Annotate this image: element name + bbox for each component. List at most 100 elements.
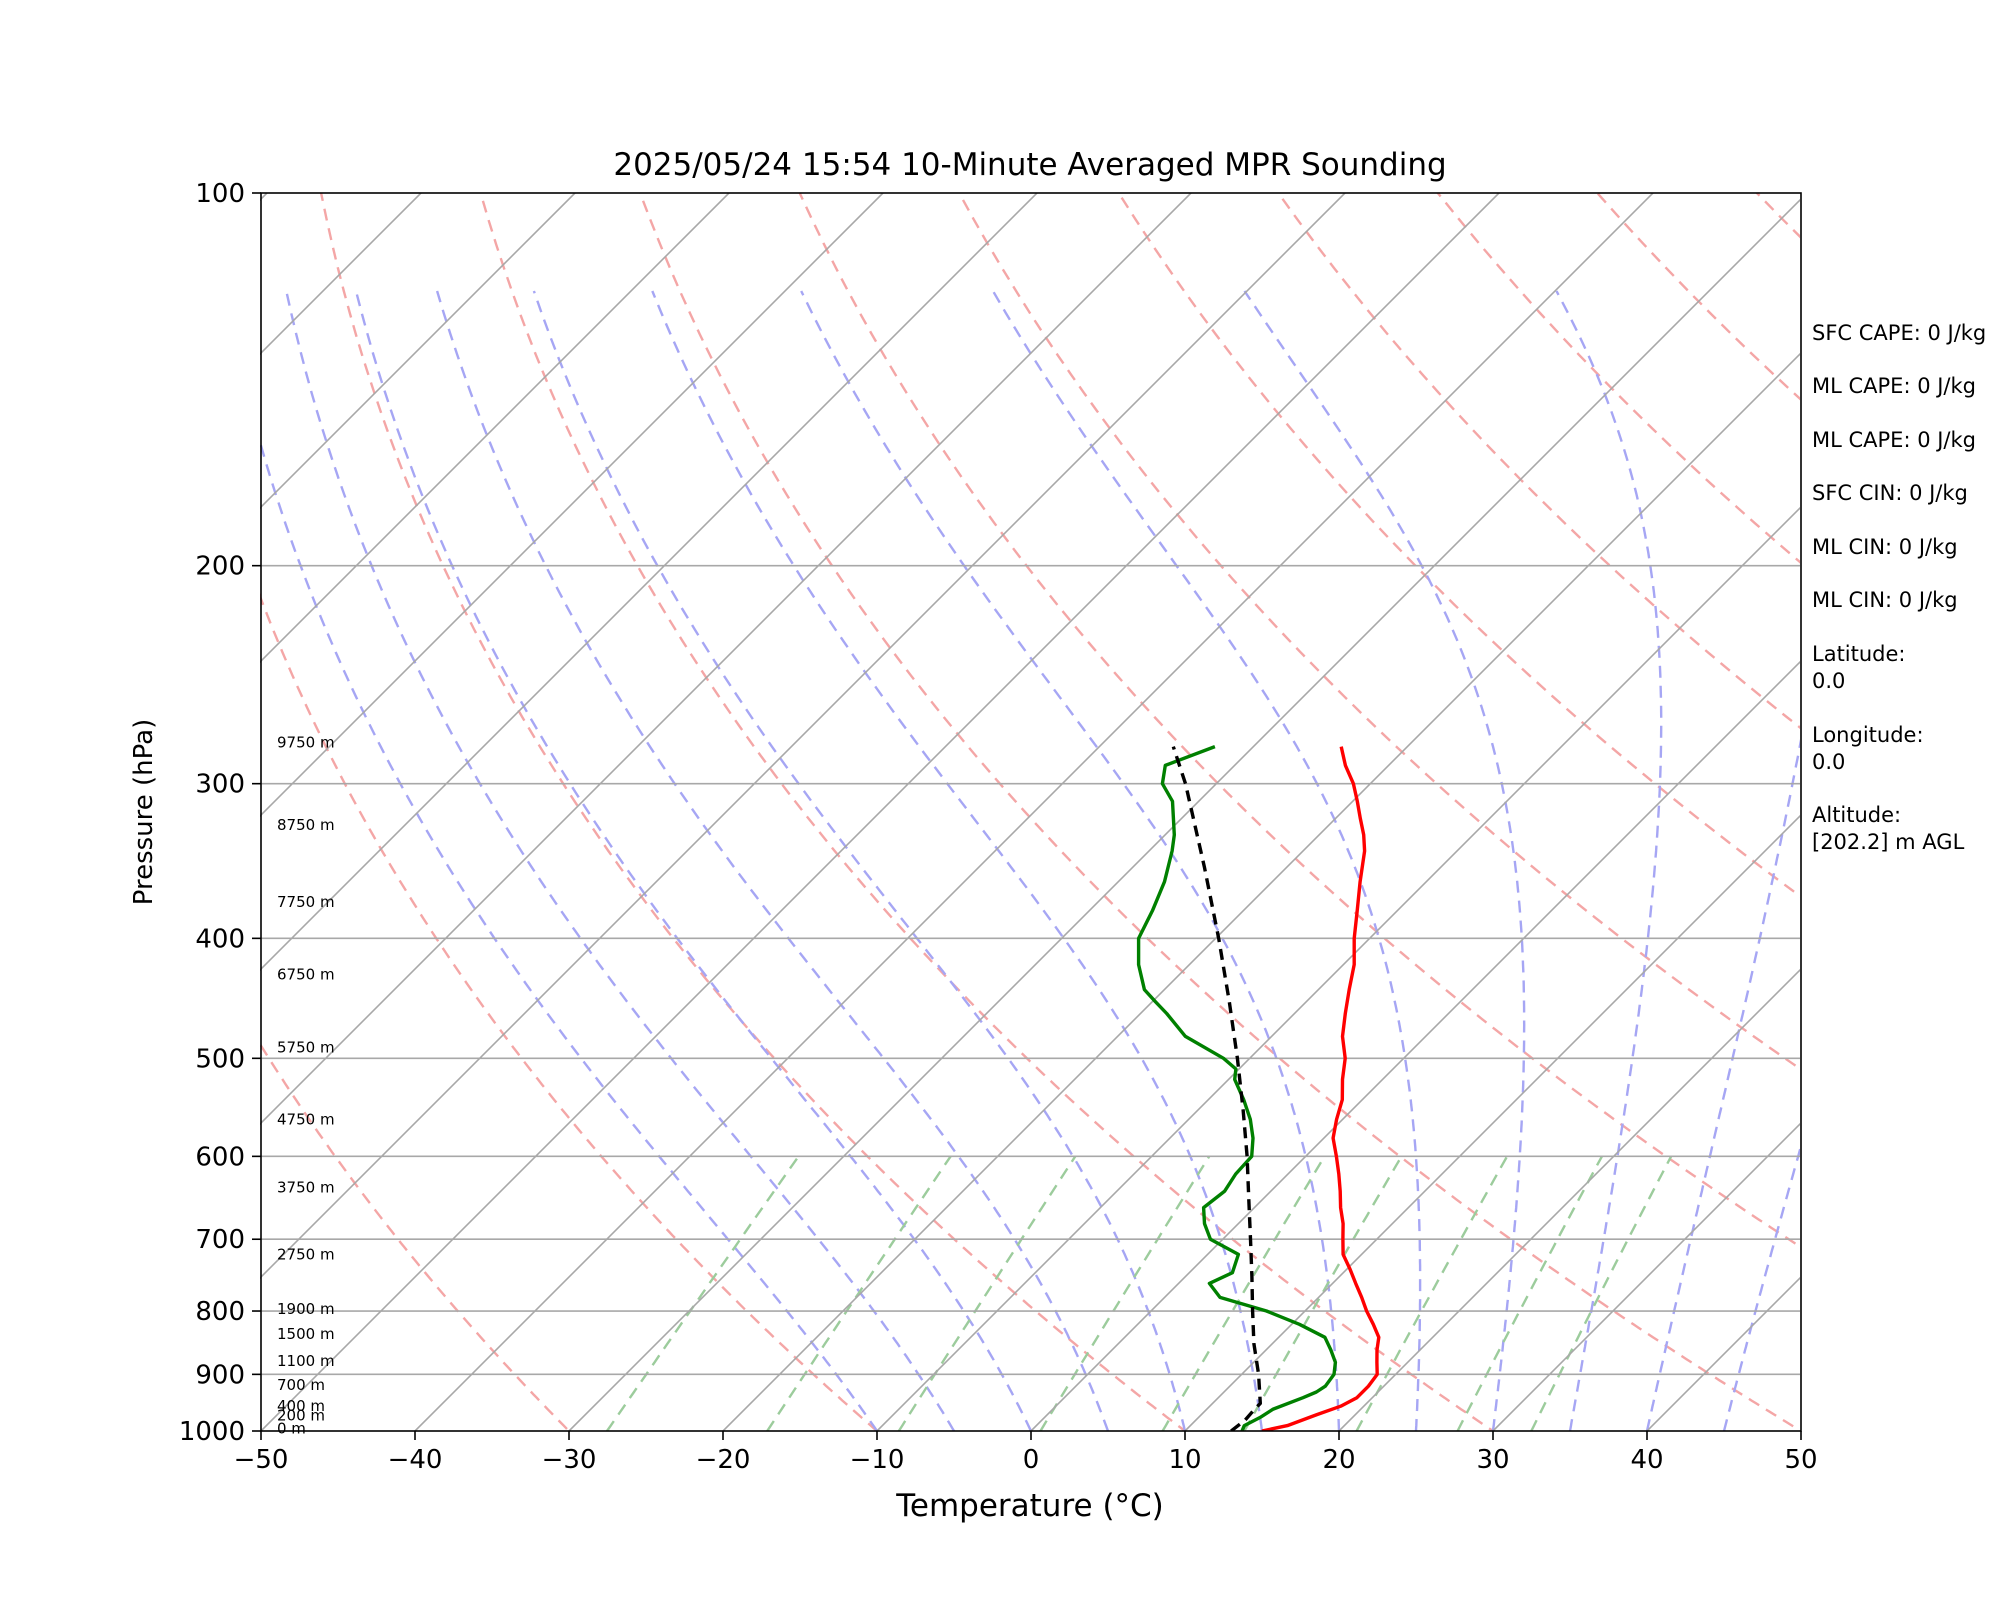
moist-adiabat: [651, 290, 1264, 1431]
dry-adiabat: [260, 1041, 571, 1431]
height-label: 2750 m: [277, 1245, 335, 1263]
height-label: 4750 m: [277, 1110, 335, 1128]
altitude-label: Altitude:: [1812, 803, 1901, 827]
height-label: 400 m: [277, 1397, 325, 1415]
dry-adiabat: [260, 593, 879, 1431]
height-label: 200 m: [277, 1407, 325, 1425]
y-tick-label: 900: [195, 1360, 245, 1390]
height-label: 5750 m: [277, 1038, 335, 1056]
sfc-cape-text: SFC CAPE: 0 J/kg: [1812, 321, 1986, 345]
x-tick-label: 0: [1023, 1445, 1040, 1475]
isotherm: [260, 193, 884, 818]
dewpoint-line: [1136, 745, 1338, 1431]
y-tick-label: 300: [195, 770, 245, 800]
moist-adiabat: [1722, 1145, 1800, 1431]
isotherm: [722, 352, 1800, 1431]
moist-adiabat: [532, 290, 1187, 1431]
isotherm: [876, 506, 1800, 1431]
isotherm: [1492, 1122, 1800, 1431]
ml-cin-text: ML CIN: 0 J/kg: [1812, 535, 1958, 559]
x-tick-label: −10: [850, 1445, 905, 1475]
dry-adiabat: [1276, 193, 1800, 729]
mixing-ratio-line: [1530, 1155, 1673, 1431]
y-tick-label: 800: [195, 1297, 245, 1327]
y-axis: 1000 900 800 700 600 500 400 300 200 100: [179, 179, 261, 1447]
x-tick-label: 30: [1476, 1445, 1509, 1475]
x-axis-label: Temperature (°C): [895, 1488, 1164, 1524]
x-tick-label: 50: [1784, 1445, 1817, 1475]
x-tick-label: −20: [696, 1445, 751, 1475]
longitude-value: 0.0: [1812, 750, 1845, 774]
side-panel: SFC CAPE: 0 J/kg ML CAPE: 0 J/kg ML CAPE…: [1812, 321, 1986, 854]
dry-adiabat: [319, 193, 1187, 1431]
y-tick-label: 400: [195, 924, 245, 954]
mixing-ratio-line: [1456, 1155, 1603, 1431]
height-label: 6750 m: [277, 966, 335, 984]
isotherm: [260, 193, 1192, 1126]
ml-cape-text-2: ML CAPE: 0 J/kg: [1812, 428, 1976, 452]
latitude-value: 0.0: [1812, 669, 1845, 693]
sfc-cin-text: SFC CIN: 0 J/kg: [1812, 481, 1968, 505]
moist-adiabat: [1555, 290, 1663, 1431]
x-axis: −50 −40 −30 −20 −10 0 10 20 30 40 50: [234, 1431, 1818, 1475]
dry-adiabat: [638, 193, 1800, 1431]
height-label: 8750 m: [277, 816, 335, 834]
isotherm: [260, 193, 730, 664]
isotherm: [260, 193, 576, 510]
height-label: 0 m: [277, 1419, 306, 1437]
moist-adiabat: [354, 290, 1033, 1431]
isotherm: [568, 198, 1800, 1431]
x-tick-label: 10: [1168, 1445, 1201, 1475]
x-tick-label: −50: [234, 1445, 289, 1475]
height-label: 3750 m: [277, 1179, 335, 1197]
y-tick-label: 500: [195, 1044, 245, 1074]
moist-adiabat: [1645, 738, 1800, 1431]
parcel-line: [1171, 746, 1262, 1431]
y-tick-label: 200: [195, 552, 245, 582]
dry-adiabat: [479, 193, 1496, 1431]
dry-adiabat: [798, 193, 1800, 1249]
y-tick-label: 700: [195, 1225, 245, 1255]
x-tick-label: −40: [388, 1445, 443, 1475]
temperature-line: [1261, 746, 1381, 1431]
x-tick-label: 20: [1322, 1445, 1355, 1475]
height-label: 1900 m: [277, 1300, 335, 1318]
background-lines: [260, 193, 1800, 1431]
isotherm: [260, 193, 1500, 1431]
y-axis-label: Pressure (hPa): [129, 719, 159, 906]
longitude-label: Longitude:: [1812, 723, 1924, 747]
ml-cin-text-2: ML CIN: 0 J/kg: [1812, 588, 1958, 612]
y-tick-label: 1000: [179, 1417, 245, 1447]
latitude-label: Latitude:: [1812, 642, 1906, 666]
isotherm: [414, 193, 1654, 1431]
moist-adiabat: [260, 437, 878, 1431]
altitude-value: [202.2] m AGL: [1812, 830, 1965, 854]
x-tick-label: 40: [1630, 1445, 1663, 1475]
data-series: [1136, 745, 1381, 1431]
chart-title: 2025/05/24 15:54 10-Minute Averaged MPR …: [613, 147, 1446, 183]
dry-adiabat: [957, 193, 1800, 1071]
height-label: 1500 m: [277, 1325, 335, 1343]
y-tick-label: 100: [195, 179, 245, 209]
moist-adiabat: [991, 290, 1422, 1431]
isotherm: [260, 193, 1038, 972]
height-label: 1100 m: [277, 1352, 335, 1370]
x-tick-label: −30: [542, 1445, 597, 1475]
isotherm: [1030, 660, 1800, 1431]
isotherm: [1338, 968, 1800, 1431]
y-tick-label: 600: [195, 1142, 245, 1172]
moist-adiabat: [1243, 290, 1526, 1431]
height-label: 7750 m: [277, 893, 335, 911]
height-label: 700 m: [277, 1376, 325, 1394]
moist-adiabat: [285, 290, 956, 1431]
isotherm: [260, 193, 1346, 1280]
isotherm: [1184, 814, 1800, 1431]
height-label: 9750 m: [277, 734, 335, 752]
moist-adiabat: [800, 290, 1341, 1431]
ml-cape-text: ML CAPE: 0 J/kg: [1812, 374, 1976, 398]
mixing-ratio-line: [1243, 1155, 1403, 1431]
mixing-ratio-line: [1161, 1155, 1326, 1431]
